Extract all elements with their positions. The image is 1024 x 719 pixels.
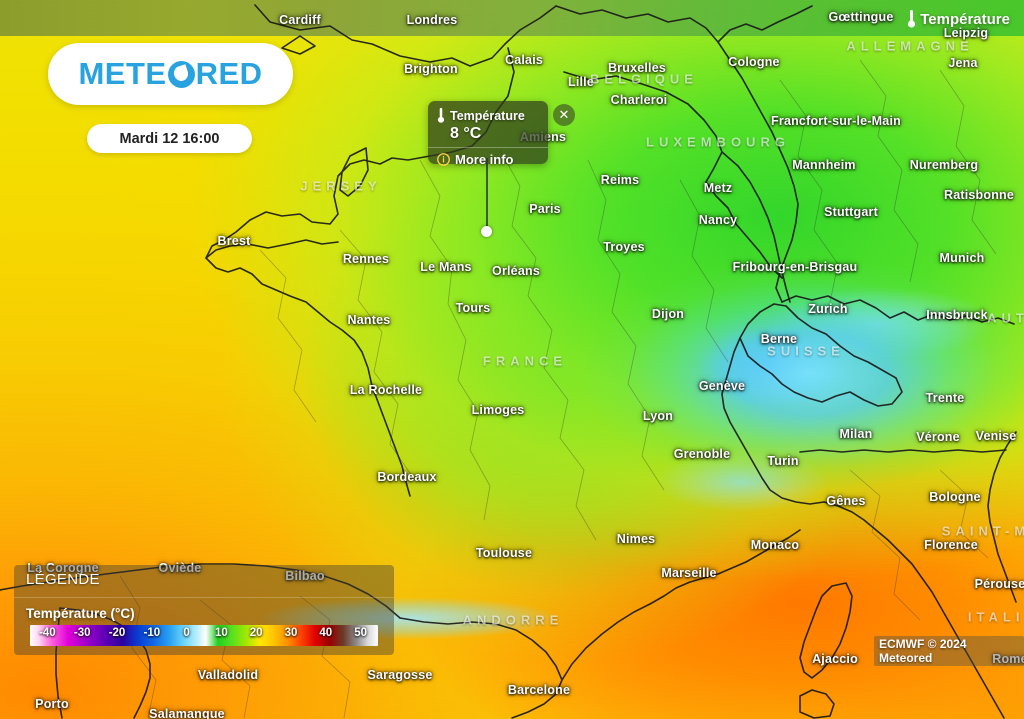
more-info-label: More info xyxy=(455,152,514,167)
color-scale-tick: -10 xyxy=(143,627,161,639)
color-scale-tick: 0 xyxy=(183,627,190,639)
color-scale-tick: -40 xyxy=(39,627,56,639)
map-point-marker[interactable] xyxy=(481,226,492,237)
popup-title: Température xyxy=(450,108,525,123)
color-scale-tick: 20 xyxy=(249,627,263,639)
water-drop-icon xyxy=(167,60,195,88)
thermometer-icon xyxy=(908,10,916,28)
logo-text-part2: RED xyxy=(195,56,263,91)
popup-header: Température xyxy=(428,101,548,124)
color-scale-tick: -30 xyxy=(73,627,91,639)
date-time-pill[interactable]: Mardi 12 16:00 xyxy=(87,124,252,153)
legend-subtitle: Température (°C) xyxy=(26,606,135,621)
map-layer-title-label: Température xyxy=(920,10,1010,28)
meteored-logo: METE RED xyxy=(48,43,293,105)
close-icon[interactable]: ✕ xyxy=(553,104,575,126)
color-scale-tick: 40 xyxy=(319,627,333,639)
color-scale-tick: 30 xyxy=(284,627,298,639)
popup-value: 8 °C xyxy=(450,125,482,142)
meteored-wordmark: METE RED xyxy=(78,56,262,92)
color-scale-tick: 50 xyxy=(354,627,367,639)
date-time-label: Mardi 12 16:00 xyxy=(119,130,220,147)
popup-divider xyxy=(428,147,548,148)
legend-divider xyxy=(14,597,394,598)
popup-leader-line xyxy=(486,158,488,230)
more-info-link[interactable]: More info xyxy=(428,148,548,167)
legend-panel: LÉGENDE Température (°C) -40 -30 -20 -10 0 10… xyxy=(14,565,394,655)
legend-title: LÉGENDE xyxy=(26,571,100,588)
color-scale-tick: -20 xyxy=(108,627,126,639)
info-circle-icon xyxy=(437,153,450,166)
temperature-color-scale: -40 -30 -20 -10 0 10 20 30 40 50 xyxy=(30,625,378,646)
color-scale-tick: 10 xyxy=(214,627,228,639)
map-top-band xyxy=(0,0,1024,36)
logo-text-part1: METE xyxy=(78,56,167,91)
close-glyph: ✕ xyxy=(558,107,570,122)
temperature-popup: Température 8 °C More info xyxy=(428,101,548,167)
data-source-credit: ECMWF © 2024 Meteored xyxy=(874,636,1024,666)
thermometer-icon xyxy=(437,107,445,123)
map-layer-title: Température xyxy=(907,9,1010,29)
